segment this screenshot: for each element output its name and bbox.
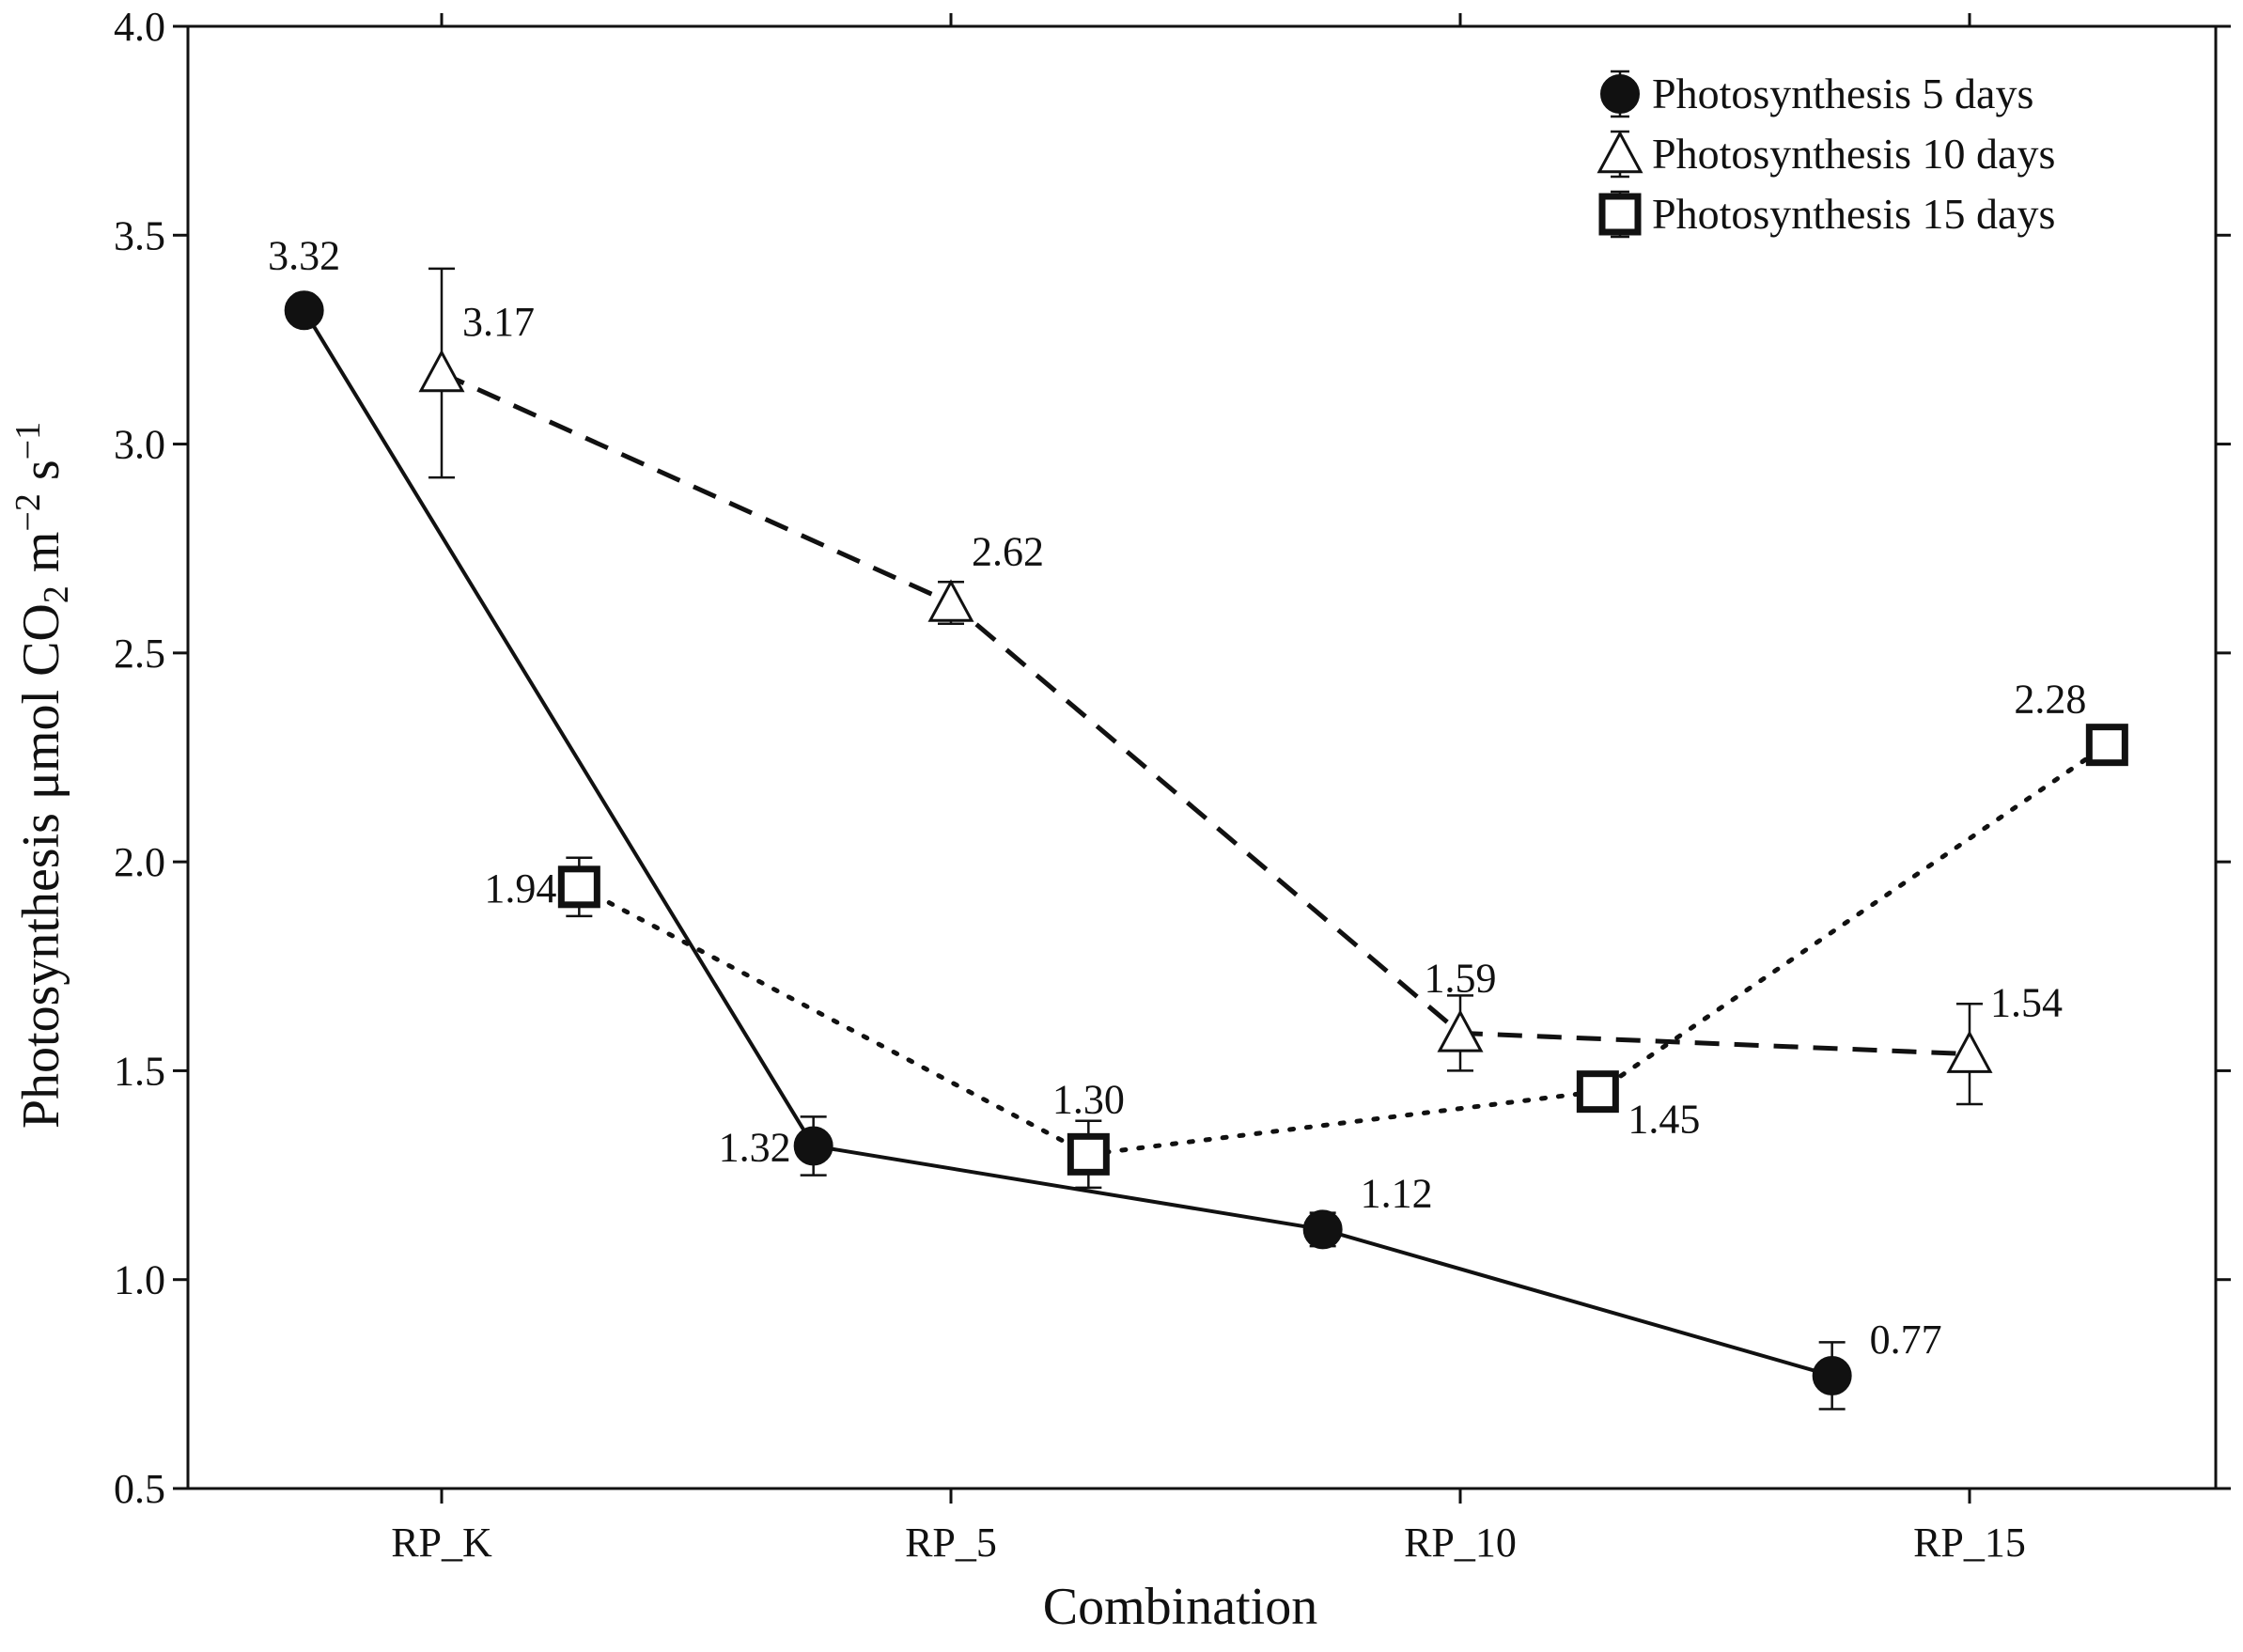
legend-label: Photosynthesis 10 days [1652,130,2055,178]
y-tick-label: 1.0 [114,1257,165,1303]
data-point [793,1126,833,1166]
y-axis-title-sub: 2 [37,585,76,603]
y-tick-label: 3.0 [114,422,165,468]
y-tick-label: 2.0 [114,839,165,885]
data-label: 1.45 [1628,1097,1700,1143]
data-label: 1.30 [1052,1076,1125,1122]
y-axis-title: Photosynthesis μmol CO2 m−2 s−1 [8,422,76,1129]
legend-marker [1600,74,1640,114]
y-tick-label: 4.0 [114,4,165,50]
data-point [284,290,324,331]
data-point [1302,1209,1343,1250]
data-point [557,865,600,909]
series-line-1 [302,309,1833,1378]
plot-frame [186,24,2218,1490]
data-point [2085,724,2128,767]
y-axis-title-prefix: Photosynthesis μmol CO [12,603,70,1129]
y-axis-title-sup2: −1 [8,422,48,460]
axes: 0.5 1.0 1.5 2.0 2.5 3.0 3.5 4.0 RP_K RP_5 RP_10 RP_… [114,4,2231,1566]
data-labels: 3.32 1.32 1.12 0.77 3.17 2.62 1.59 1.54 1.94 1.30… [268,232,2086,1363]
data-label: 0.77 [1870,1317,1942,1363]
data-point [1576,1070,1619,1114]
data-point [1812,1355,1852,1395]
x-axis-title: Combination [1043,1578,1317,1636]
data-label: 1.94 [484,865,556,912]
data-label: 1.32 [719,1124,791,1170]
y-axis-title-sup1: −2 [8,493,48,531]
data-label: 3.17 [462,299,535,345]
data-label: 2.28 [2014,677,2086,723]
data-point [1067,1132,1110,1176]
y-tick-label: 2.5 [114,631,165,677]
data-point [1437,1009,1484,1052]
x-tick-label: RP_15 [1913,1520,2026,1566]
error-bars [290,267,2121,1410]
y-tick-label: 0.5 [114,1466,165,1512]
legend-marker [1597,130,1643,174]
legend-label: Photosynthesis 5 days [1652,70,2033,117]
data-label: 2.62 [972,529,1044,575]
y-tick-label: 1.5 [114,1048,165,1094]
y-axis-title-mid: m [12,532,70,586]
data-label: 1.59 [1425,955,1497,1001]
y-axis-title-mid2: s [12,460,70,493]
data-point [1946,1030,1993,1073]
x-tick-label: RP_5 [905,1520,997,1566]
legend-marker [1598,193,1642,236]
series-line-2 [440,370,1970,1057]
series-line-3 [576,742,2110,1157]
x-tick-label: RP_K [391,1520,492,1566]
data-label: 1.54 [1990,980,2063,1026]
legend: Photosynthesis 5 days Photosynthesis 10 d… [1597,70,2055,239]
data-point [418,349,465,393]
data-label: 3.32 [268,232,340,278]
markers [284,290,2128,1395]
x-tick-label: RP_10 [1404,1520,1517,1566]
data-point [927,579,974,622]
legend-label: Photosynthesis 15 days [1652,190,2055,238]
y-tick-label: 3.5 [114,212,165,258]
series-lines [302,309,2110,1378]
data-label: 1.12 [1361,1170,1433,1216]
